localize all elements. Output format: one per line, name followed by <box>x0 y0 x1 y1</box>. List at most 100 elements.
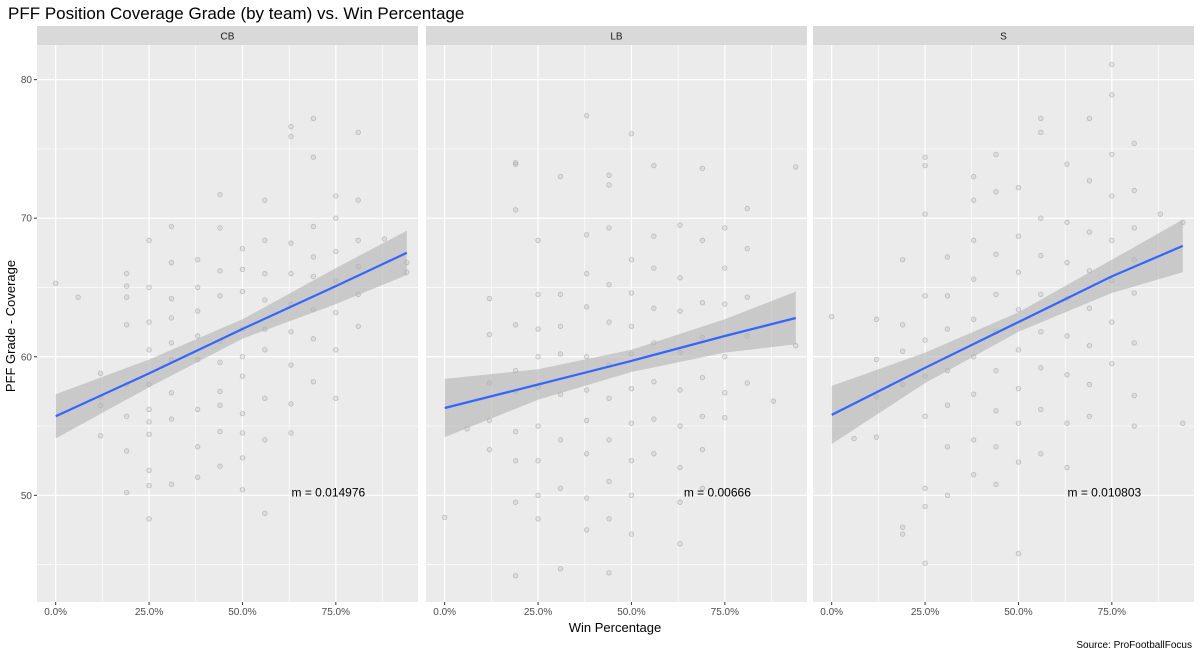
data-point <box>288 124 294 130</box>
data-point <box>722 225 728 231</box>
data-point <box>1180 420 1186 426</box>
data-point <box>262 347 268 353</box>
facet-strip <box>426 26 807 45</box>
data-point <box>557 566 564 572</box>
data-point <box>770 398 777 404</box>
data-point <box>262 395 268 402</box>
data-point <box>381 236 388 242</box>
x-tick-label: 25.0% <box>135 607 163 618</box>
data-point <box>217 268 223 274</box>
data-point <box>583 112 590 119</box>
x-tick-label: 75.0% <box>322 607 350 618</box>
data-point <box>944 444 951 450</box>
data-point <box>1131 140 1137 147</box>
data-point <box>793 164 799 170</box>
facet-panel-cb: CB m = 0.014976 <box>37 26 418 602</box>
data-point <box>899 531 906 537</box>
data-point <box>922 162 928 169</box>
data-point <box>262 270 268 277</box>
data-point <box>1109 193 1115 199</box>
data-point <box>993 291 999 298</box>
data-point <box>1038 115 1044 122</box>
data-point <box>123 270 130 277</box>
data-point <box>1131 225 1137 231</box>
data-point <box>677 308 683 314</box>
data-point <box>828 313 835 320</box>
slope-annotation: m = 0.00666 <box>684 486 751 500</box>
data-point <box>1109 61 1115 68</box>
data-point <box>699 413 706 420</box>
data-point <box>168 481 175 487</box>
data-point <box>512 161 519 167</box>
data-point <box>146 516 152 522</box>
data-point <box>899 348 906 354</box>
x-tick-label: 75.0% <box>1098 607 1126 618</box>
data-point <box>217 428 223 435</box>
data-point <box>922 413 928 420</box>
data-point <box>606 437 612 443</box>
y-tick-label: 60 <box>21 352 33 363</box>
data-point <box>922 560 928 566</box>
data-point <box>194 406 201 413</box>
data-point <box>1131 290 1137 296</box>
data-point <box>922 337 928 343</box>
x-tick-label: 50.0% <box>617 607 645 618</box>
data-point <box>970 471 977 478</box>
data-point <box>168 340 175 346</box>
data-point <box>1064 219 1070 226</box>
data-point <box>1086 178 1093 184</box>
data-point <box>1038 365 1044 371</box>
data-point <box>310 115 317 122</box>
data-point <box>699 446 706 453</box>
data-point <box>744 380 750 386</box>
x-tick-label: 0.0% <box>433 607 456 618</box>
data-point <box>1015 269 1022 275</box>
data-point <box>75 294 81 300</box>
facet-strip <box>37 26 418 45</box>
data-point <box>722 354 728 360</box>
confidence-band <box>831 219 1183 444</box>
data-point <box>677 541 683 547</box>
data-point <box>512 457 519 464</box>
y-tick-label: 50 <box>21 491 33 502</box>
data-point <box>146 284 152 291</box>
x-tick-label: 0.0% <box>820 607 843 618</box>
data-point <box>146 431 152 438</box>
data-point <box>146 482 152 489</box>
data-point <box>194 257 201 263</box>
data-point <box>651 265 657 271</box>
data-point <box>993 408 999 414</box>
data-point <box>333 193 339 199</box>
data-point <box>535 516 541 522</box>
data-point <box>970 316 977 323</box>
data-point <box>288 362 294 368</box>
data-point <box>512 572 519 579</box>
data-point <box>1064 333 1070 339</box>
data-point <box>677 275 683 281</box>
data-point <box>628 492 635 499</box>
data-point <box>333 309 339 316</box>
gridlines <box>813 45 1194 602</box>
data-point <box>486 331 493 338</box>
data-point <box>239 266 246 273</box>
data-point <box>744 245 750 252</box>
data-point <box>628 323 635 329</box>
data-point <box>970 237 977 244</box>
data-point <box>628 457 635 464</box>
data-point <box>628 130 635 137</box>
facet-panel-s: Sm = 0.010803 <box>813 26 1194 602</box>
data-point <box>535 354 541 360</box>
data-point <box>262 510 268 517</box>
data-point <box>557 323 564 329</box>
x-tick-label: 50.0% <box>1004 607 1032 618</box>
data-point <box>194 444 201 450</box>
data-point <box>239 487 246 493</box>
data-point <box>310 254 317 260</box>
data-point <box>651 305 657 311</box>
data-point <box>993 481 999 487</box>
data-point <box>851 435 857 442</box>
data-point <box>993 189 999 195</box>
data-point <box>744 294 750 300</box>
y-tick-label: 80 <box>21 75 33 86</box>
